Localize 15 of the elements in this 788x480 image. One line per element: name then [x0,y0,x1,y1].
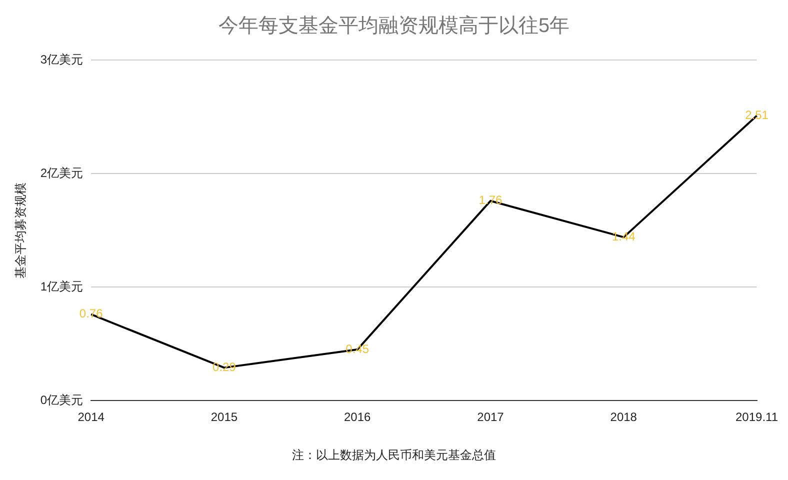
x-tick-label: 2015 [210,410,238,424]
chart-title: 今年每支基金平均融资规模高于以往5年 [217,14,571,39]
y-tick-label: 1亿美元 [40,279,84,294]
text: 注：以上数据为人民币和美元基金总值 [291,447,497,464]
x-tick-label: 2018 [610,410,638,424]
x-tick-label: 2019.11 [736,410,778,424]
data-label: 0.76 [79,306,104,321]
y-axis-title: 基金平均募资规模 [14,182,28,278]
data-label: 2.51 [745,108,769,122]
y-tick-label: 3亿美元 [40,52,84,67]
x-tick-label: 2014 [78,410,105,424]
x-tick-label: 2016 [344,410,372,424]
y-tick-label: 0亿美元 [40,392,84,407]
x-tick-label: 2017 [477,410,504,424]
y-tick-label: 2亿美元 [40,166,84,180]
